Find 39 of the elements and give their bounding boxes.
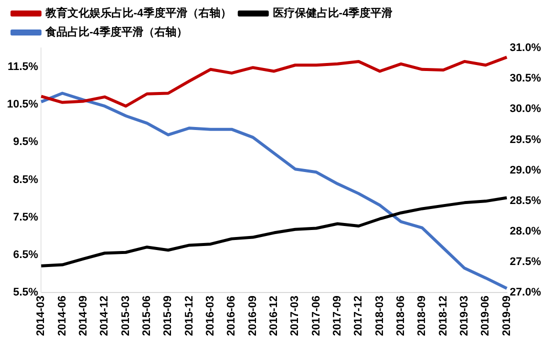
x-tick-label: 2018-12: [437, 296, 450, 336]
y-tick-label: 11.5%: [8, 60, 38, 73]
y-tick-label: 9.5%: [13, 136, 38, 148]
x-tick-label: 2016-09: [246, 296, 259, 336]
x-tick-label: 2014-06: [56, 296, 68, 336]
x-tick-label: 2014-12: [98, 296, 111, 336]
x-tick-label: 2018-09: [416, 296, 428, 336]
x-tick-label: 2017-03: [289, 296, 302, 336]
x-tick-label: 2018-06: [395, 296, 408, 336]
y2-tick-label: 29.5%: [510, 134, 542, 146]
legend-label: 教育文化娱乐占比-4季度平滑（右轴）: [44, 6, 232, 20]
x-tick-label: 2014-09: [78, 296, 90, 336]
x-tick-label: 2016-12: [268, 296, 280, 336]
x-tick-label: 2015-06: [141, 296, 154, 336]
y2-tick-label: 28.0%: [510, 226, 542, 238]
y-tick-label: 7.5%: [13, 211, 38, 224]
x-tick-label: 2017-09: [332, 296, 344, 336]
legend-label: 食品占比-4季度平滑（右轴）: [44, 26, 188, 39]
x-tick-label: 2014-03: [35, 296, 48, 336]
x-tick-label: 2015-09: [162, 296, 174, 336]
x-tick-label: 2016-06: [226, 296, 238, 336]
y-tick-label: 8.5%: [13, 174, 38, 186]
x-tick-label: 2015-03: [120, 296, 132, 336]
y2-tick-label: 29.0%: [510, 164, 542, 176]
y-tick-label: 10.5%: [6, 98, 38, 110]
y2-tick-label: 28.5%: [510, 194, 542, 207]
y2-tick-label: 31.0%: [510, 42, 542, 54]
y2-tick-label: 27.5%: [510, 256, 542, 268]
x-tick-label: 2018-03: [374, 296, 386, 336]
x-tick-label: 2017-06: [310, 296, 322, 336]
x-tick-label: 2015-12: [183, 296, 196, 336]
x-tick-label: 2016-03: [204, 296, 217, 336]
y-tick-label: 6.5%: [13, 249, 38, 262]
y2-tick-label: 30.5%: [510, 72, 542, 85]
legend-label: 医疗保健占比-4季度平滑: [272, 6, 393, 20]
x-tick-label: 2017-12: [352, 296, 365, 336]
x-tick-label: 2019-03: [458, 296, 471, 336]
y2-tick-label: 30.0%: [510, 103, 542, 116]
x-tick-label: 2019-06: [480, 296, 492, 336]
